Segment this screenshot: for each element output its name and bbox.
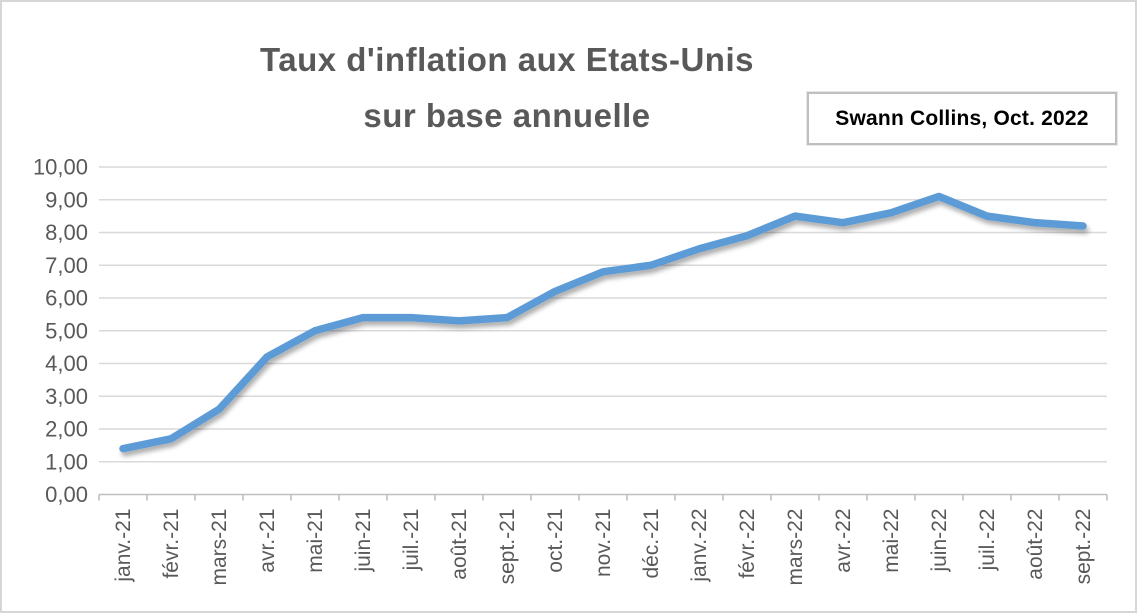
x-axis-label: févr.-22 <box>736 509 759 579</box>
x-axis-label: avr.-21 <box>256 509 279 573</box>
x-axis-label: janv.-22 <box>688 509 711 583</box>
x-axis-label: déc.-21 <box>640 509 663 579</box>
y-axis-label: 6,00 <box>45 286 88 311</box>
x-axis-label: mars-22 <box>784 509 807 586</box>
chart-title-line1: Taux d'inflation aux Etats-Unis <box>260 41 754 78</box>
x-axis-label: nov.-21 <box>592 509 615 578</box>
x-axis-label: mai-22 <box>880 509 903 573</box>
x-axis-label: janv.-21 <box>112 509 135 583</box>
y-axis-label: 9,00 <box>45 187 88 212</box>
x-axis-label: août-21 <box>448 509 471 580</box>
source-box: Swann Collins, Oct. 2022 <box>807 92 1117 145</box>
y-axis-label: 7,00 <box>45 253 88 278</box>
x-axis-label: juil.-21 <box>400 509 423 572</box>
x-axis-label: févr.-21 <box>160 509 183 579</box>
x-axis-label: juil.-22 <box>976 509 999 572</box>
x-axis-label: sept.-22 <box>1072 509 1095 585</box>
x-axis-label: juin-21 <box>352 509 375 573</box>
chart-title: Taux d'inflation aux Etats-Unis sur base… <box>62 32 952 144</box>
y-axis-label: 5,00 <box>45 318 88 343</box>
x-axis-label: juin-22 <box>928 509 951 573</box>
y-axis-label: 10,00 <box>33 155 88 180</box>
source-label: Swann Collins, Oct. 2022 <box>835 106 1089 130</box>
y-axis-label: 4,00 <box>45 351 88 376</box>
y-axis-label: 2,00 <box>45 417 88 442</box>
y-axis-label: 1,00 <box>45 449 88 474</box>
y-axis-label: 3,00 <box>45 384 88 409</box>
x-axis-label: avr.-22 <box>832 509 855 573</box>
y-axis-label: 0,00 <box>45 482 88 507</box>
x-axis-label: sept.-21 <box>496 509 519 585</box>
x-axis-label: mars-21 <box>208 509 231 586</box>
x-axis-label: août-22 <box>1024 509 1047 580</box>
x-axis-label: oct.-21 <box>544 509 567 573</box>
y-axis-label: 8,00 <box>45 220 88 245</box>
inflation-rate-line <box>119 192 1087 453</box>
chart-title-line2: sur base annuelle <box>363 97 651 134</box>
x-axis-label: mai-21 <box>304 509 327 573</box>
